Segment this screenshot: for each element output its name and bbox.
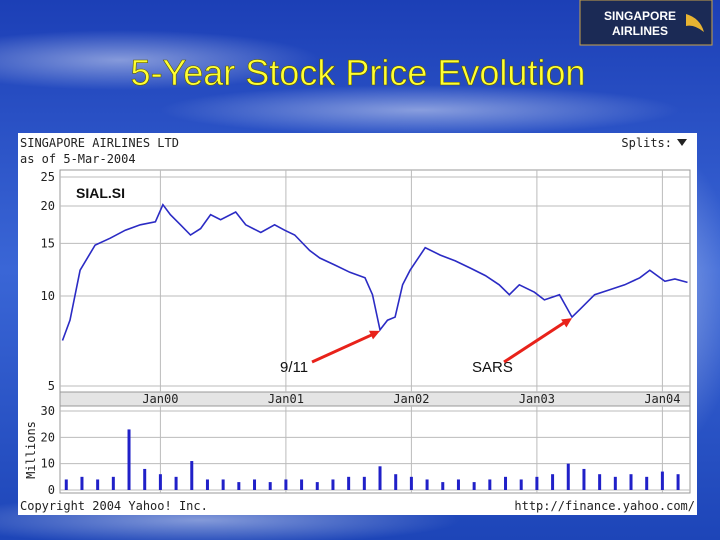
slide-title: 5-Year Stock Price Evolution xyxy=(131,52,586,93)
price-line xyxy=(61,203,688,341)
cloud xyxy=(0,30,320,90)
volume-bar xyxy=(300,479,304,490)
volume-bar xyxy=(629,474,633,490)
volume-bar xyxy=(205,479,209,490)
annotation-arrow xyxy=(503,318,569,364)
volume-bar xyxy=(237,482,241,490)
volume-bar xyxy=(598,474,602,490)
x-tick-label: Jan02 xyxy=(393,392,429,406)
volume-bar xyxy=(127,429,131,490)
volume-bar xyxy=(613,476,617,490)
annotation-arrowhead xyxy=(369,330,381,340)
volume-bar xyxy=(676,474,680,490)
volume-bar xyxy=(315,482,319,490)
x-tick-label: Jan01 xyxy=(268,392,304,406)
chart-title: SINGAPORE AIRLINES LTD xyxy=(20,136,179,150)
legend-label: SIAL.SI xyxy=(76,185,125,201)
volume-bar xyxy=(190,461,194,490)
x-tick-label: Jan00 xyxy=(142,392,178,406)
logo-text: AIRLINES xyxy=(612,24,668,38)
y-tick-label: 25 xyxy=(41,170,55,184)
volume-bar xyxy=(582,468,586,490)
y-tick-label: 20 xyxy=(41,199,55,213)
volume-bar xyxy=(551,474,555,490)
volume-bar xyxy=(268,482,272,490)
y-tick-label: 10 xyxy=(41,289,55,303)
y-tick-label: 15 xyxy=(41,236,55,250)
y-tick-label: 10 xyxy=(41,457,55,471)
volume-bar xyxy=(221,479,225,490)
volume-bar xyxy=(174,476,178,490)
volume-bar xyxy=(284,479,288,490)
y-tick-label: 5 xyxy=(48,379,55,393)
chart-subtitle: as of 5-Mar-2004 xyxy=(20,152,136,166)
x-tick-label: Jan03 xyxy=(519,392,555,406)
y-tick-label: 0 xyxy=(48,483,55,497)
volume-bar xyxy=(441,482,445,490)
annotation: SARS xyxy=(472,359,513,376)
footer-left: Copyright 2004 Yahoo! Inc. xyxy=(20,499,208,513)
volume-bar xyxy=(80,476,84,490)
volume-bar xyxy=(158,474,162,490)
y-tick-label: 30 xyxy=(41,404,55,418)
volume-bar xyxy=(362,476,366,490)
volume-bar xyxy=(456,479,460,490)
splits-label: Splits: xyxy=(621,136,672,150)
volume-bar xyxy=(645,476,649,490)
logo: SINGAPORE AIRLINES xyxy=(579,0,713,46)
footer-right: http://finance.yahoo.com/ xyxy=(514,499,695,513)
volume-bar xyxy=(504,476,508,490)
volume-bar xyxy=(409,476,413,490)
splits-icon xyxy=(677,139,687,146)
volume-bar xyxy=(347,476,351,490)
volume-bar xyxy=(143,468,147,490)
logo-bird xyxy=(686,14,704,32)
y-tick-label: 20 xyxy=(41,430,55,444)
x-tick-label: Jan04 xyxy=(644,392,680,406)
y-axis-label: Millions xyxy=(24,421,38,479)
volume-bar xyxy=(425,479,429,490)
volume-bar xyxy=(111,476,115,490)
volume-bar xyxy=(331,479,335,490)
volume-frame xyxy=(59,405,691,494)
volume-bar xyxy=(566,463,570,490)
annotation-arrowhead xyxy=(561,318,573,328)
volume-bar xyxy=(394,474,398,490)
volume-bar xyxy=(378,466,382,490)
volume-bar xyxy=(519,479,523,490)
volume-bar xyxy=(488,479,492,490)
volume-bar xyxy=(535,476,539,490)
cloud xyxy=(160,85,680,135)
volume-bar xyxy=(253,479,257,490)
logo-text: SINGAPORE xyxy=(604,9,676,23)
volume-bar xyxy=(96,479,100,490)
annotation-arrow xyxy=(311,331,377,364)
volume-bar xyxy=(660,471,664,490)
volume-bar xyxy=(64,479,68,490)
annotation: 9/11 xyxy=(280,359,308,376)
volume-bar xyxy=(472,482,476,490)
price-frame xyxy=(59,169,691,393)
